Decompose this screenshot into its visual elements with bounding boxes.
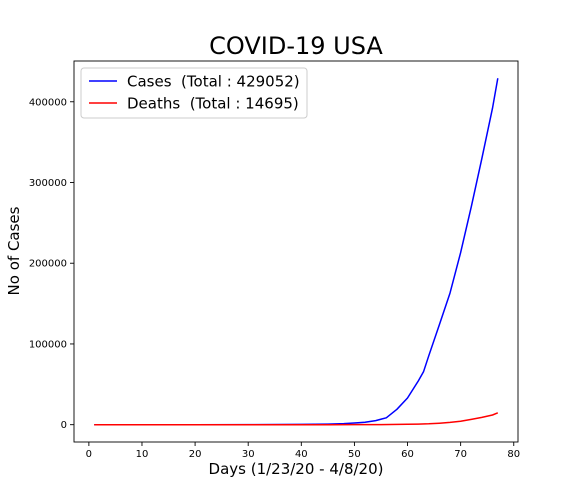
y-tick-label: 400000 [29, 97, 67, 108]
legend-box [80, 67, 308, 119]
legend-label-1: Deaths (Total : 14695) [127, 95, 299, 113]
x-tick-label: 60 [401, 449, 414, 460]
x-tick-label: 30 [242, 449, 255, 460]
y-tick-label: 300000 [29, 178, 67, 189]
x-tick-label: 40 [295, 449, 308, 460]
x-tick-label: 80 [507, 449, 520, 460]
y-tick-label: 0 [61, 420, 67, 431]
series-line-0 [94, 78, 499, 426]
y-tick-label: 100000 [29, 339, 67, 350]
plot-frame [73, 60, 519, 443]
legend-label-0: Cases (Total : 429052) [127, 73, 300, 91]
x-tick-label: 0 [86, 449, 92, 460]
x-tick-label: 20 [189, 449, 202, 460]
y-tick-label: 200000 [29, 259, 67, 270]
legend: Cases (Total : 429052) Deaths (Total : 14… [80, 67, 308, 119]
chart-title: COVID-19 USA [209, 32, 383, 60]
series-line-1 [94, 412, 499, 426]
x-tick-label: 70 [454, 449, 467, 460]
x-tick-label: 50 [348, 449, 361, 460]
x-axis-label: Days (1/23/20 - 4/8/20) [209, 460, 384, 478]
plot-area: 0 10 20 30 40 50 60 70 80 0 100000 200000 300000 4000… [29, 60, 520, 460]
y-axis-label: No of Cases [5, 206, 23, 295]
x-tick-label: 10 [136, 449, 149, 460]
